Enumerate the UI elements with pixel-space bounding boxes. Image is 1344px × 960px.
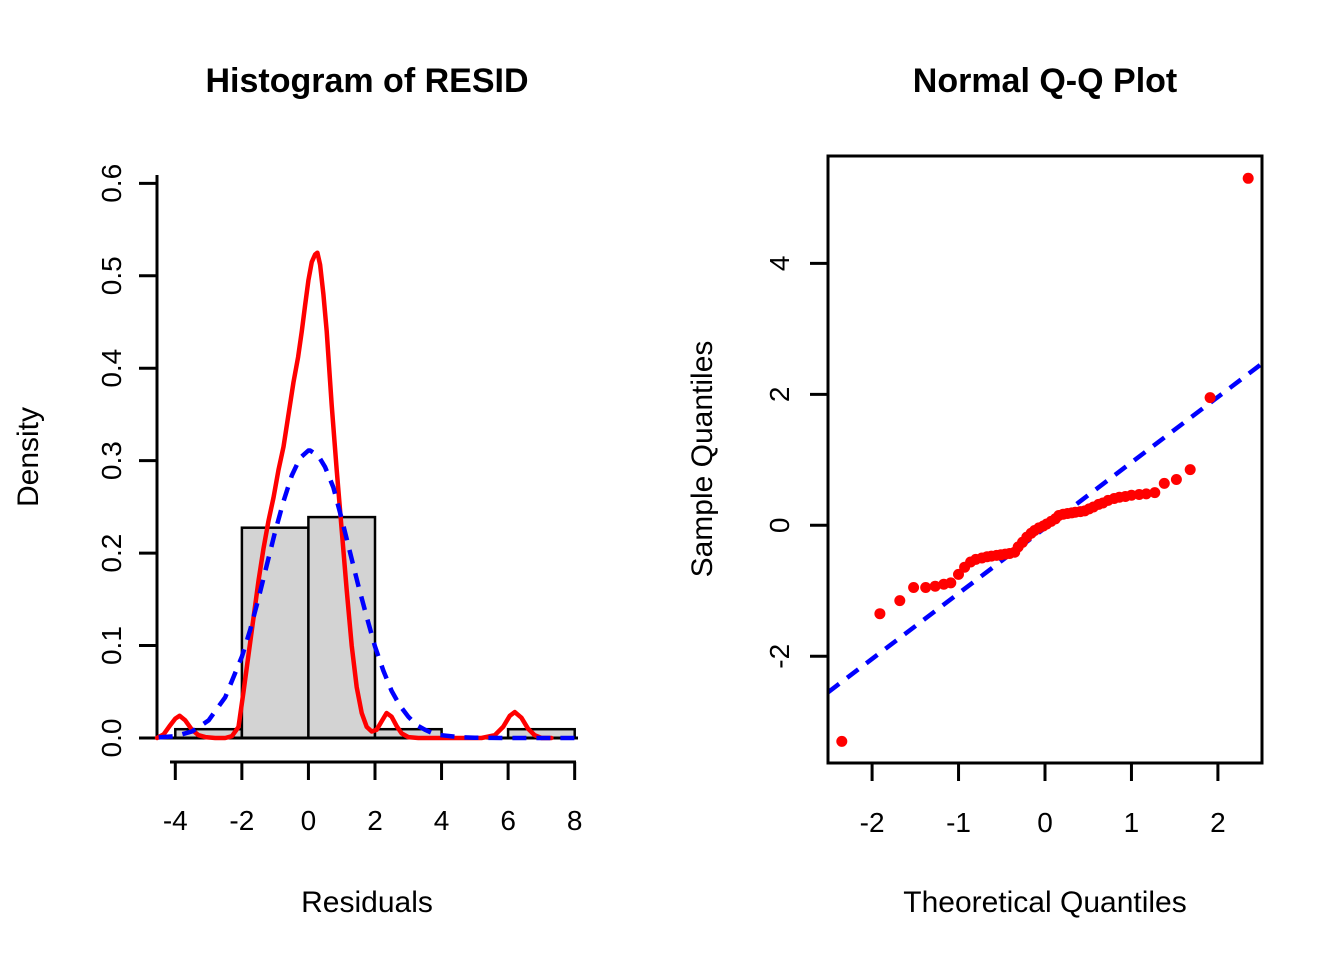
y-tick-label: 0.1 (96, 626, 127, 665)
y-tick-label: 0.4 (96, 349, 127, 388)
x-tick-label: 1 (1124, 807, 1140, 838)
x-tick-label: -4 (163, 805, 188, 836)
x-tick-label: 2 (1210, 807, 1226, 838)
y-tick-label: -2 (764, 644, 795, 669)
x-tick-label: 4 (434, 805, 450, 836)
hist-ylabel: Density (12, 407, 45, 507)
qq-xlabel: Theoretical Quantiles (903, 886, 1186, 919)
qq-ylabel: Sample Quantiles (686, 341, 719, 578)
qq-point (953, 568, 964, 580)
x-tick-label: 0 (301, 805, 317, 836)
qq-point (908, 582, 920, 593)
hist-title: Histogram of RESID (205, 62, 528, 100)
qq-plot-panel: -2 -1 0 1 2 -2 0 2 4 Normal Q-Q Plot Theoretical… (686, 62, 1264, 919)
qq-point (920, 582, 932, 593)
histogram-panel: 0.0 0.1 0.2 0.3 0.4 0.5 0.6 -4 -2 0 2 4 6 8 Histogram… (12, 62, 582, 919)
x-tick-label: 0 (1037, 807, 1053, 838)
qq-point (1242, 172, 1254, 184)
qq-point (894, 595, 906, 607)
qq-point (945, 577, 957, 589)
qq-point (929, 580, 941, 592)
y-tick-label: 0.6 (96, 164, 127, 203)
y-tick-label: 0.5 (96, 256, 127, 295)
x-tick-label: 8 (567, 805, 583, 836)
qq-point (1204, 392, 1216, 404)
x-tick-label: -2 (860, 807, 885, 838)
y-tick-label: 0.3 (96, 441, 127, 480)
qq-point (1158, 477, 1170, 489)
y-tick-label: 0.2 (96, 534, 127, 573)
x-tick-label: 6 (500, 805, 516, 836)
normal-overlay-curve (158, 448, 575, 741)
qq-point (874, 608, 886, 620)
qq-point (836, 735, 848, 747)
x-tick-label: 2 (367, 805, 383, 836)
y-tick-label: 0.0 (96, 719, 127, 758)
qq-point (1184, 464, 1196, 476)
qq-point (1140, 488, 1152, 500)
y-tick-label: 2 (764, 387, 795, 403)
qq-point (1170, 474, 1182, 485)
y-tick-label: 4 (764, 256, 795, 272)
hist-xlabel: Residuals (301, 886, 433, 919)
x-tick-label: -2 (229, 805, 254, 836)
x-tick-label: -1 (946, 807, 971, 838)
y-tick-label: 0 (764, 518, 795, 534)
qq-point (1149, 487, 1161, 499)
qq-title: Normal Q-Q Plot (913, 62, 1177, 100)
